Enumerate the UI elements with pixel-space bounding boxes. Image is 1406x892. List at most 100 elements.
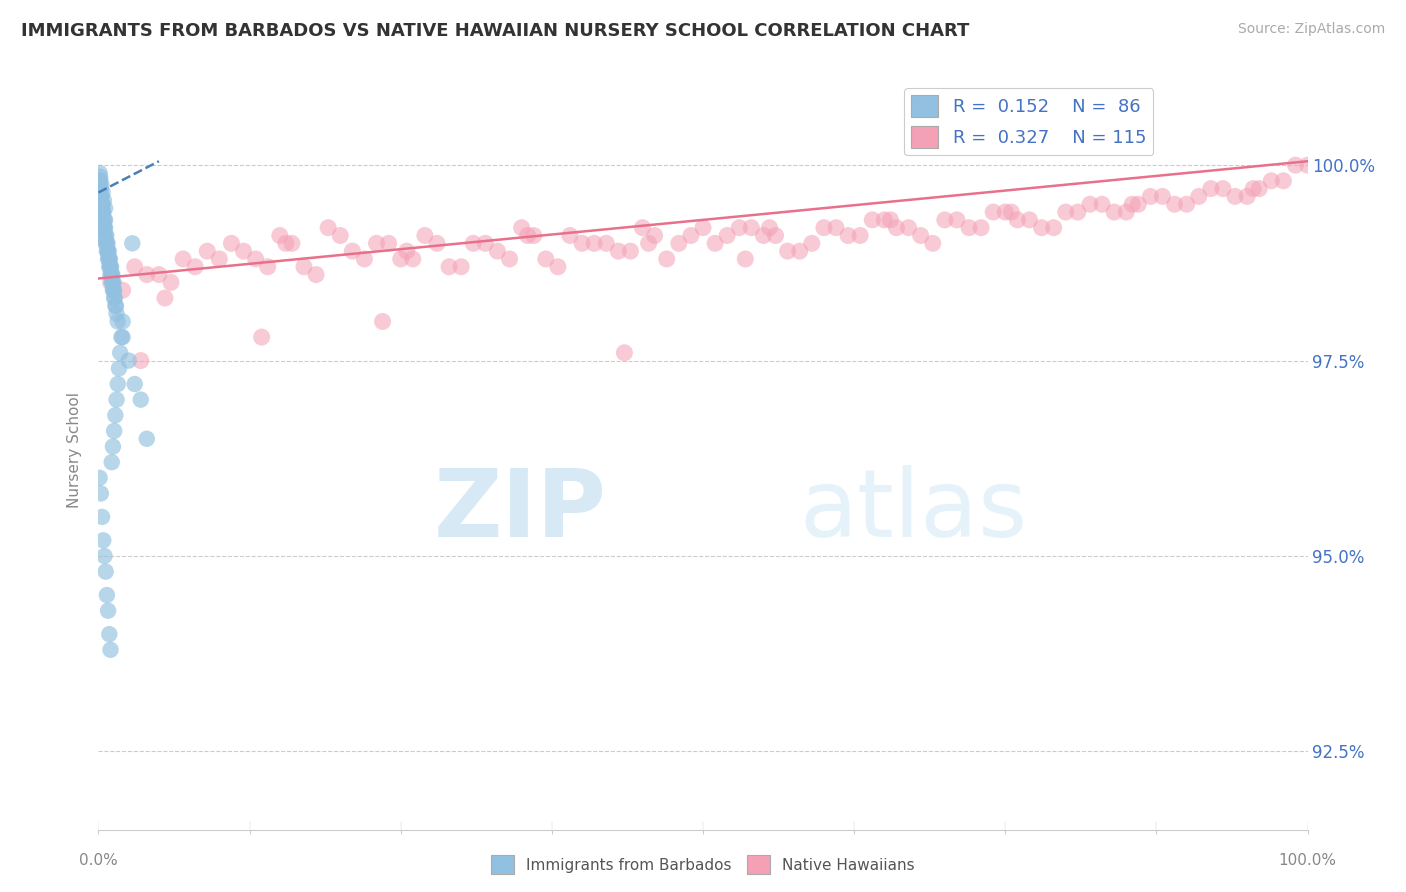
Point (121, 236, 143, 251)
Point (90, 189, 112, 203)
Point (101, 440, 124, 454)
Point (100, 642, 122, 657)
Point (232, 244, 254, 259)
Point (631, 220, 654, 235)
Point (1018, 212, 1040, 227)
Point (94, 565, 117, 579)
Point (90, 181, 112, 195)
Point (728, 220, 751, 235)
Point (1139, 189, 1161, 203)
Point (377, 236, 399, 251)
Point (1223, 189, 1246, 203)
Point (873, 212, 896, 227)
Point (89, 174, 111, 188)
Point (583, 236, 606, 251)
Point (98, 260, 121, 274)
Point (98, 627, 121, 641)
Point (105, 307, 128, 321)
Point (93, 220, 115, 235)
Point (463, 236, 485, 251)
Point (91, 509, 114, 524)
Point (752, 228, 775, 243)
Point (89, 166, 111, 180)
Point (765, 228, 787, 243)
Point (523, 228, 546, 243)
Point (103, 276, 125, 290)
Point (886, 220, 908, 235)
Point (734, 252, 756, 266)
Point (90, 486, 112, 500)
Point (97, 244, 120, 259)
Point (595, 236, 617, 251)
Point (1152, 189, 1174, 203)
Point (101, 276, 124, 290)
Point (172, 252, 194, 266)
Point (1078, 197, 1101, 211)
Point (111, 314, 134, 328)
Point (910, 228, 932, 243)
Point (103, 424, 125, 438)
Point (101, 268, 124, 282)
Point (800, 236, 823, 251)
Point (256, 260, 278, 274)
Point (91, 197, 114, 211)
Point (250, 330, 273, 344)
Point (104, 291, 127, 305)
Point (97, 252, 120, 266)
Point (94, 212, 117, 227)
Point (100, 260, 122, 274)
Point (353, 252, 375, 266)
Point (860, 212, 883, 227)
Text: Source: ZipAtlas.com: Source: ZipAtlas.com (1237, 22, 1385, 37)
Point (245, 252, 267, 266)
Point (101, 283, 124, 297)
Point (879, 212, 901, 227)
Point (93, 212, 115, 227)
Point (93, 228, 115, 243)
Point (96, 588, 118, 602)
Point (105, 392, 128, 407)
Point (668, 236, 690, 251)
Point (837, 228, 859, 243)
Point (96, 236, 118, 251)
Point (1115, 205, 1137, 219)
Point (1091, 197, 1114, 211)
Point (184, 260, 207, 274)
Point (107, 314, 129, 328)
Point (104, 409, 127, 423)
Point (100, 268, 122, 282)
Point (124, 260, 146, 274)
Point (1054, 205, 1077, 219)
Point (437, 260, 460, 274)
Point (96, 244, 118, 259)
Point (934, 212, 956, 227)
Point (100, 268, 122, 282)
Point (98, 260, 121, 274)
Point (644, 228, 666, 243)
Point (96, 236, 118, 251)
Point (547, 260, 569, 274)
Point (571, 236, 593, 251)
Point (110, 330, 132, 344)
Point (994, 205, 1017, 219)
Point (91, 533, 114, 548)
Point (342, 244, 364, 259)
Point (1102, 205, 1125, 219)
Point (1121, 197, 1143, 211)
Point (716, 228, 738, 243)
Point (1284, 158, 1306, 172)
Point (103, 291, 125, 305)
Point (1260, 174, 1282, 188)
Point (90, 178, 112, 192)
Legend: Immigrants from Barbados, Native Hawaiians: Immigrants from Barbados, Native Hawaiia… (485, 849, 921, 880)
Point (789, 244, 811, 259)
Point (100, 260, 122, 274)
Point (91, 205, 114, 219)
Point (96, 244, 118, 259)
Point (776, 244, 799, 259)
Point (160, 276, 183, 290)
Point (692, 220, 714, 235)
Point (498, 252, 520, 266)
Point (100, 276, 122, 290)
Point (1000, 205, 1022, 219)
